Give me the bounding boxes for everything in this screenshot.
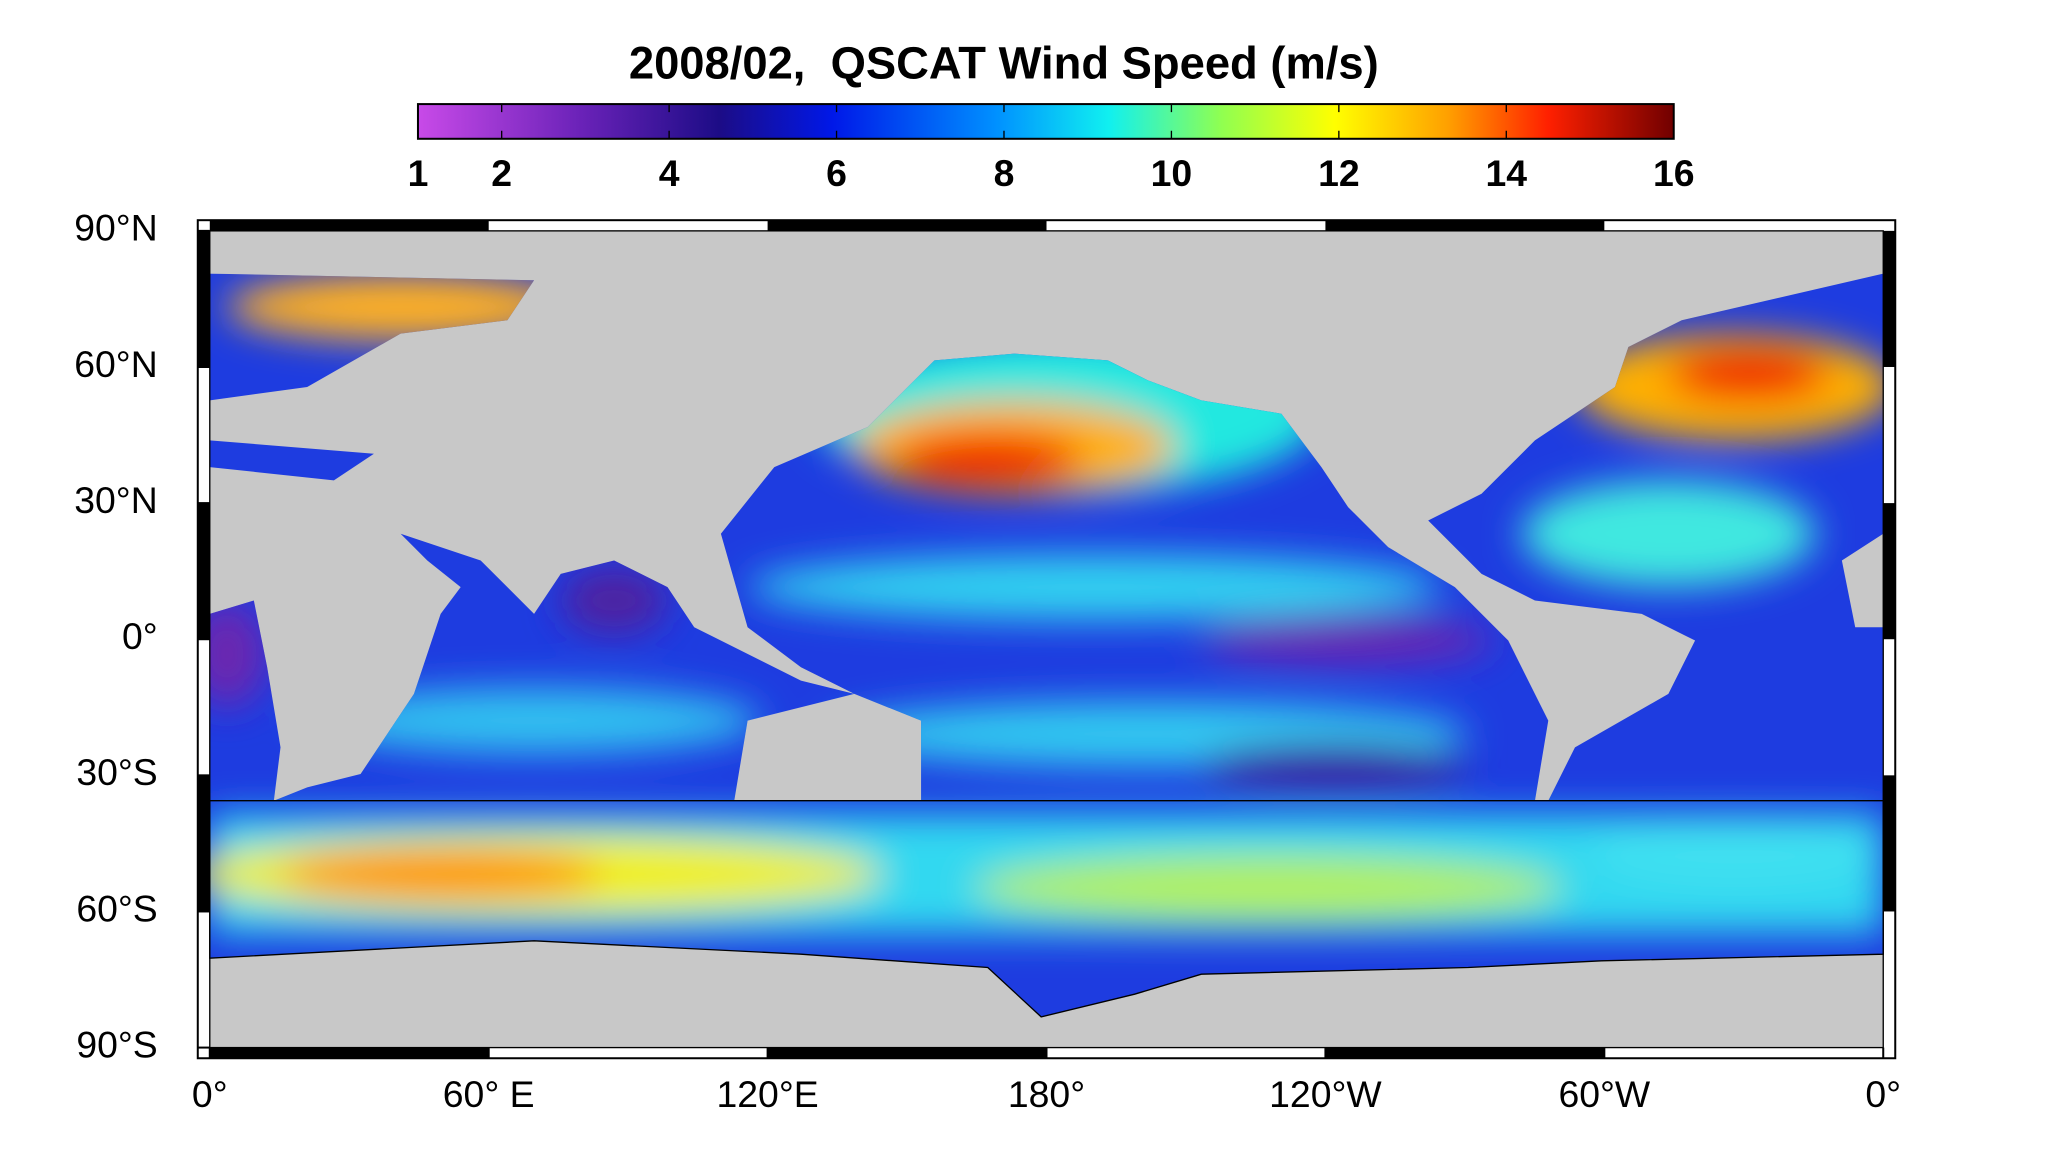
field [1668,346,1829,401]
colorbar-tick-label: 4 [659,152,680,194]
frame-band [1325,220,1605,231]
colorbar-tick-label: 14 [1486,152,1528,194]
lon-tick-label: 60°W [1558,1073,1650,1115]
frame-band [197,503,210,640]
colorbar-tick-label: 8 [994,152,1015,194]
lon-tick-label: 180° [1008,1073,1085,1115]
field [1521,480,1816,588]
colorbar-tick-label: 16 [1653,152,1695,194]
frame-band [197,230,210,367]
lon-tick-label: 0° [192,1073,228,1115]
lat-tick-label: 0° [122,615,158,657]
field [894,433,1082,488]
frame-band [1883,230,1896,367]
field [280,850,601,899]
colorbar-tick-label: 12 [1318,152,1360,194]
field [1201,743,1469,792]
colorbar-tick-label: 1 [408,152,429,194]
field [209,600,268,708]
axes: 1 2 4 6 8 10 12 14 160° 60° E 120°E 180° 120°W 60°W 0°… [74,104,1901,1115]
lon-tick-label: 120°W [1269,1073,1382,1115]
field [307,687,761,754]
field [1588,820,1882,888]
frame-band [1883,503,1896,640]
colorbar-tick-label: 10 [1151,152,1193,194]
lat-tick-label: 90°N [74,207,157,249]
lat-tick-label: 90°S [76,1023,157,1065]
frame-band [1325,1047,1605,1059]
colorbar-tick-label: 2 [491,152,512,194]
field [1201,616,1495,665]
lat-tick-label: 60°S [76,887,157,929]
frame-band [197,775,210,912]
frame-band [767,220,1047,231]
lon-tick-label: 120°E [716,1073,818,1115]
lat-tick-label: 30°N [74,479,157,521]
map-border [209,230,1884,1049]
frame-band [209,220,489,231]
field [974,854,1562,921]
map-title: 2008/02, QSCAT Wind Speed (m/s) [629,38,1379,89]
colorbar-tick-label: 6 [826,152,847,194]
frame-band [209,1047,489,1059]
frame-band [767,1047,1047,1059]
field [560,567,668,634]
lat-tick-label: 60°N [74,343,157,385]
frame-band [1883,775,1896,912]
lon-tick-label: 0° [1865,1073,1901,1115]
lat-tick-label: 30°S [76,751,157,793]
field [747,553,1442,621]
colorbar [416,103,1675,140]
lon-tick-label: 60° E [443,1073,535,1115]
